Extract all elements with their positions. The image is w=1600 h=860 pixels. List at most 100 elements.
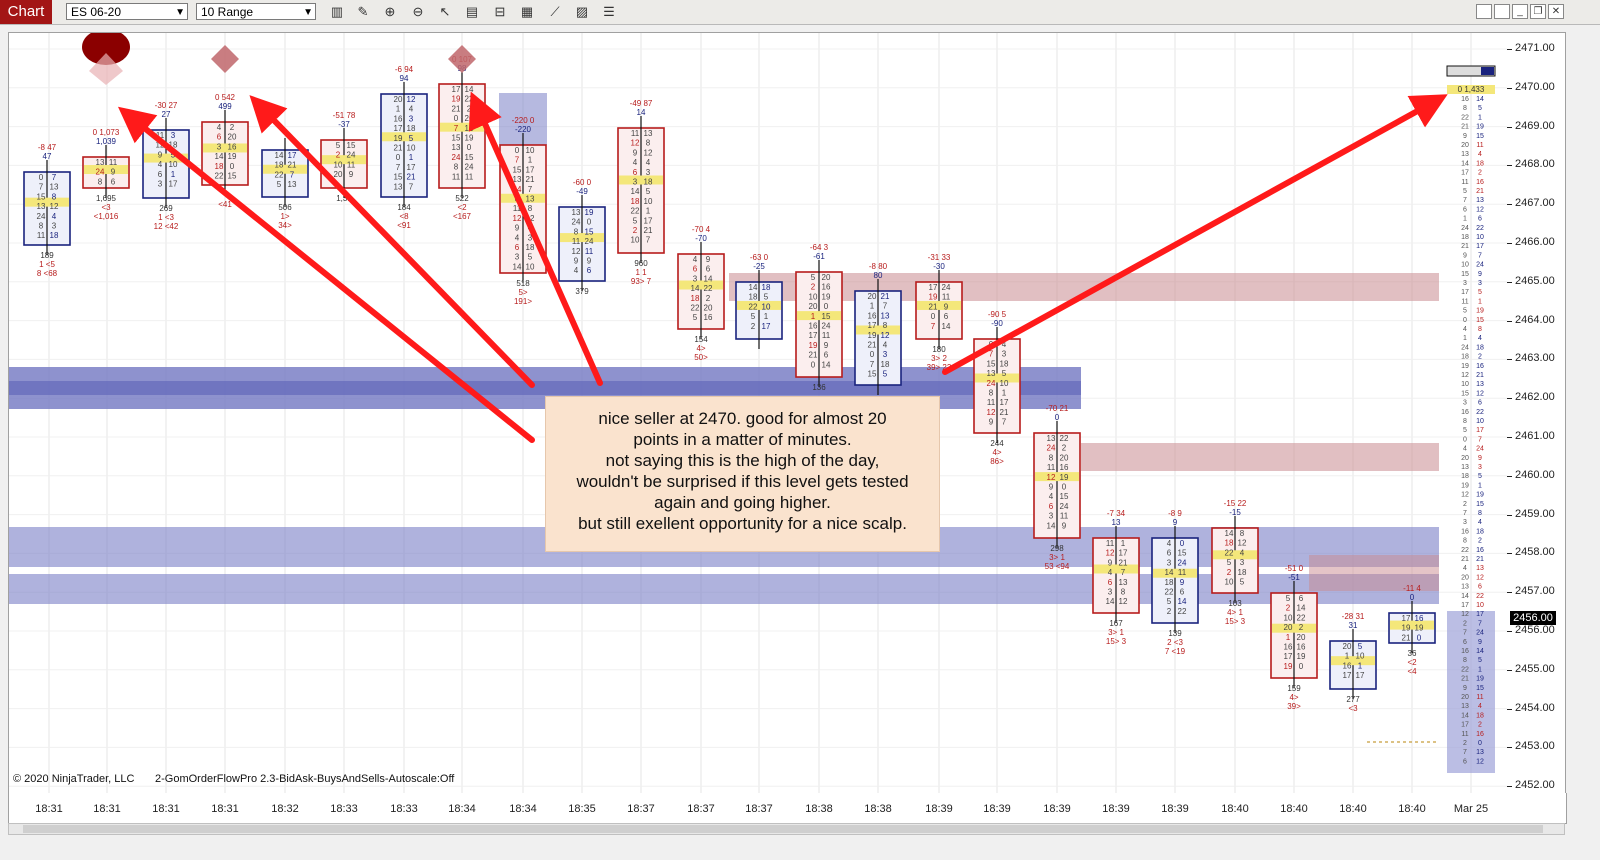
restore-icon[interactable]: ❐ (1530, 4, 1546, 19)
instrument-selector[interactable]: ES 06-20 ▼ (66, 3, 188, 20)
price-tick (1507, 669, 1512, 671)
ask-cell: 6 (1299, 594, 1304, 603)
ask-cell: 1 (1478, 666, 1482, 673)
ask-cell: 19 (1297, 652, 1306, 661)
data-box-icon[interactable]: ▤ (465, 4, 479, 19)
zoom-in-icon[interactable]: ⊕ (384, 4, 396, 19)
ask-cell: 9 (1180, 578, 1185, 587)
ask-cell: 19 (822, 292, 831, 301)
cursor-icon[interactable]: ↖ (439, 4, 451, 19)
time-label: Mar 25 (1453, 803, 1489, 815)
bid-cell: 10 (1461, 381, 1469, 388)
bar-delta-sub: -15 (1229, 508, 1241, 517)
ask-cell: 16 (228, 142, 237, 151)
bid-cell: 16 (394, 114, 403, 123)
ask-cell: 8 (1240, 529, 1245, 538)
bar-volume-label: 277 (1346, 695, 1360, 704)
bid-cell: 20 (394, 95, 403, 104)
bid-cell: 1 (1463, 335, 1467, 342)
ask-cell: 7 (1121, 568, 1126, 577)
pencil-icon[interactable]: ✎ (357, 4, 369, 19)
ask-cell: 9 (111, 168, 116, 177)
bid-cell: 3 (515, 253, 520, 262)
ask-cell: 15 (1476, 133, 1484, 140)
bar-imbalance-label: 15> 3 (1106, 637, 1127, 646)
ask-cell: 11 (585, 247, 594, 256)
bar-type-selector[interactable]: 10 Range ▼ (196, 3, 316, 20)
ask-cell: 5 (409, 134, 414, 143)
ask-cell: 8 (883, 321, 888, 330)
bid-cell: 19 (868, 331, 877, 340)
price-tick (1507, 631, 1512, 632)
bar-delta-sub: 27 (162, 110, 171, 119)
scrollbar-thumb[interactable] (23, 825, 1543, 833)
price-tick (1507, 320, 1512, 322)
bid-cell: 6 (1049, 502, 1054, 511)
bid-cell: 3 (633, 178, 638, 187)
ask-cell: 18 (1238, 568, 1247, 577)
bid-cell: 20 (1461, 574, 1469, 581)
ask-cell: 12 (881, 331, 890, 340)
bar-imbalance-label: <1,016 (94, 212, 119, 221)
zoom-out-icon[interactable]: ⊖ (412, 4, 424, 19)
window-option-icon[interactable] (1476, 4, 1492, 19)
bar-imbalance-label: 1> (280, 212, 289, 221)
templates-icon[interactable]: ⊟ (494, 4, 506, 19)
chart-tab[interactable]: Chart (0, 0, 52, 24)
ask-cell: 17 (1476, 427, 1484, 434)
ask-cell: 12 (1476, 206, 1484, 213)
ask-cell: 0 (467, 143, 472, 152)
bar-delta-label: -7 34 (1107, 509, 1126, 518)
ask-cell: 6 (1478, 584, 1482, 591)
properties-icon[interactable]: ▨ (575, 4, 589, 19)
ask-cell: 9 (824, 341, 829, 350)
poc-highlight (501, 193, 545, 203)
list-icon[interactable]: ☰ (603, 4, 615, 19)
bid-cell: 7 (931, 322, 936, 331)
ask-cell: 10 (762, 302, 771, 311)
bar-type-icon[interactable]: ▥ (330, 4, 344, 19)
ask-cell: 10 (1476, 418, 1484, 425)
bid-cell: 4 (1463, 565, 1467, 572)
ask-cell: 15 (585, 227, 594, 236)
ask-cell: 24 (1060, 502, 1069, 511)
bid-cell: 17 (929, 283, 938, 292)
close-icon[interactable]: ✕ (1548, 4, 1564, 19)
bid-cell: 11 (156, 131, 165, 140)
volume-zone (9, 381, 1081, 395)
bid-cell: 9 (989, 418, 994, 427)
bar-volume-label: 1,695 (96, 194, 117, 203)
indicators-icon[interactable]: ⟋ (550, 4, 560, 19)
price-axis[interactable]: 2471.00 2470.00 2469.00 2468.00 2467.00 2466.… (1507, 32, 1566, 794)
note-line: points in a matter of minutes. (633, 430, 852, 449)
time-axis[interactable]: 18:31 18:31 18:31 18:31 18:32 18:33 18:33 18:34… (8, 793, 1567, 824)
bid-cell: 5 (1463, 427, 1467, 434)
ask-cell: 6 (1478, 400, 1482, 407)
poc-highlight (1272, 623, 1316, 633)
bar-volume-label: 960 (634, 259, 648, 268)
ask-cell: 1 (646, 207, 651, 216)
bid-cell: 5 (1286, 594, 1291, 603)
ask-cell: 16 (1476, 731, 1484, 738)
ask-cell: 5 (764, 293, 769, 302)
bid-cell: 13 (572, 208, 581, 217)
ask-cell: 0 (587, 218, 592, 227)
price-label: 2468.00 (1515, 158, 1555, 171)
bid-cell: 11 (572, 237, 581, 246)
horizontal-scrollbar[interactable] (8, 823, 1565, 835)
bid-cell: 22 (215, 172, 224, 181)
bid-cell: 7 (1463, 749, 1467, 756)
ask-cell: 1 (1478, 298, 1482, 305)
bid-cell: 4 (1108, 568, 1113, 577)
time-label: 18:33 (390, 803, 418, 815)
minimize-icon[interactable]: _ (1512, 4, 1528, 19)
bid-cell: 0 (989, 340, 994, 349)
strategies-icon[interactable]: ▦ (520, 4, 534, 19)
ask-cell: 6 (944, 312, 949, 321)
ask-cell: 21 (1476, 556, 1484, 563)
bid-cell: 9 (1463, 133, 1467, 140)
bid-cell: 16 (1461, 648, 1469, 655)
bid-cell: 12 (1461, 492, 1469, 499)
ask-cell: 6 (1180, 588, 1185, 597)
window-option-icon[interactable] (1494, 4, 1510, 19)
